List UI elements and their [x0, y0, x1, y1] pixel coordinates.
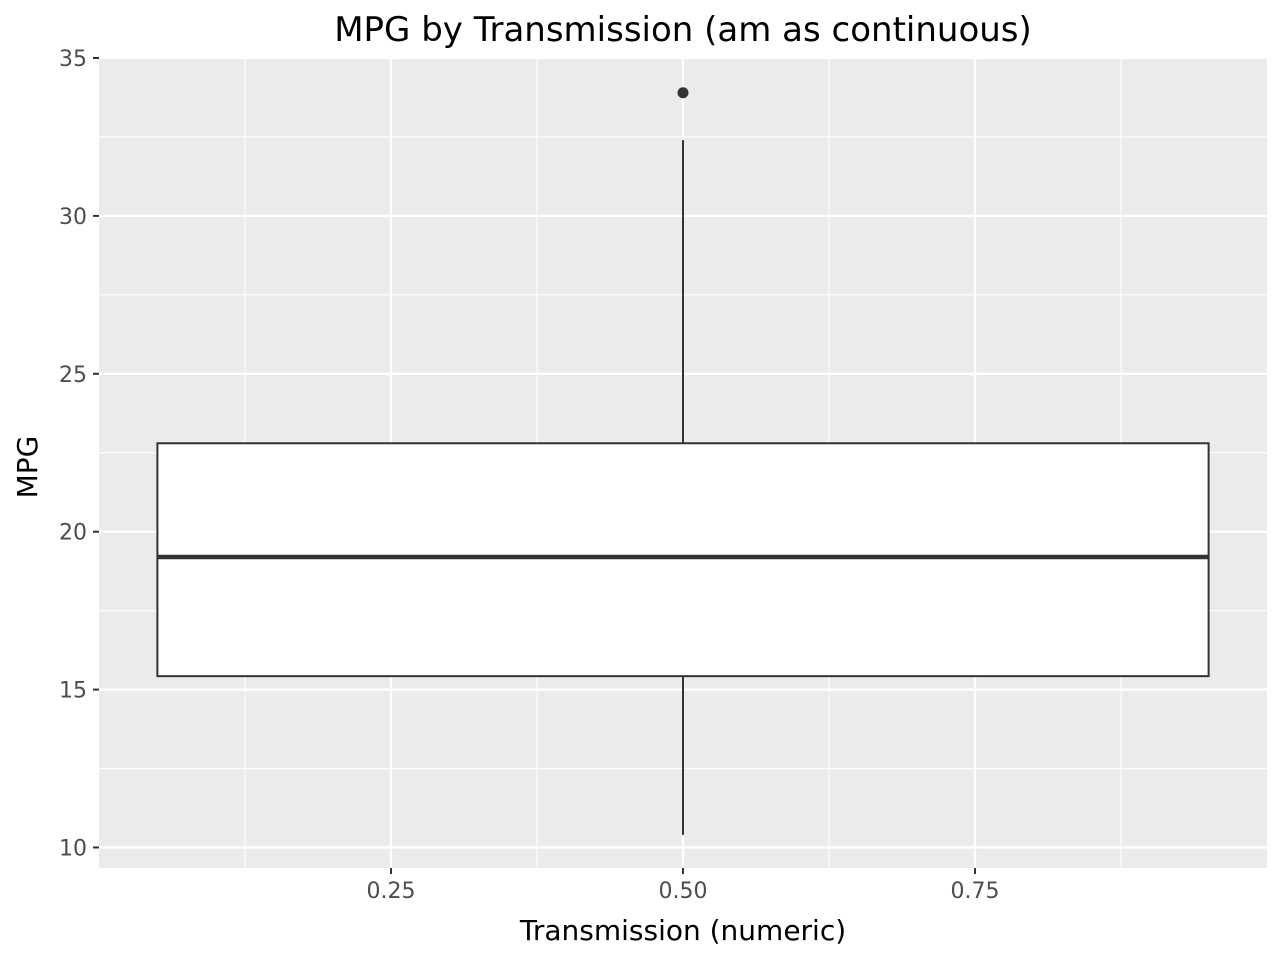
y-tick-label: 25	[59, 363, 87, 388]
x-axis-title: Transmission (numeric)	[519, 914, 846, 947]
y-tick-label: 30	[59, 205, 87, 230]
x-tick-label: 0.50	[659, 879, 708, 904]
box-plot	[156, 87, 1210, 835]
y-tick-label: 15	[59, 679, 87, 704]
chart-title: MPG by Transmission (am as continuous)	[334, 10, 1032, 50]
y-tick-label: 35	[59, 47, 87, 72]
y-tick-label: 10	[59, 836, 87, 861]
box-iqr	[156, 442, 1210, 678]
x-axis: 0.25 0.50 0.75	[367, 868, 1000, 904]
y-axis-title: MPG	[11, 436, 44, 499]
outlier-point	[677, 87, 689, 99]
x-tick-label: 0.25	[367, 879, 416, 904]
y-axis: 10 15 20 25 30 35	[59, 47, 99, 861]
x-tick-label: 0.75	[951, 879, 1000, 904]
y-tick-label: 20	[59, 521, 87, 546]
